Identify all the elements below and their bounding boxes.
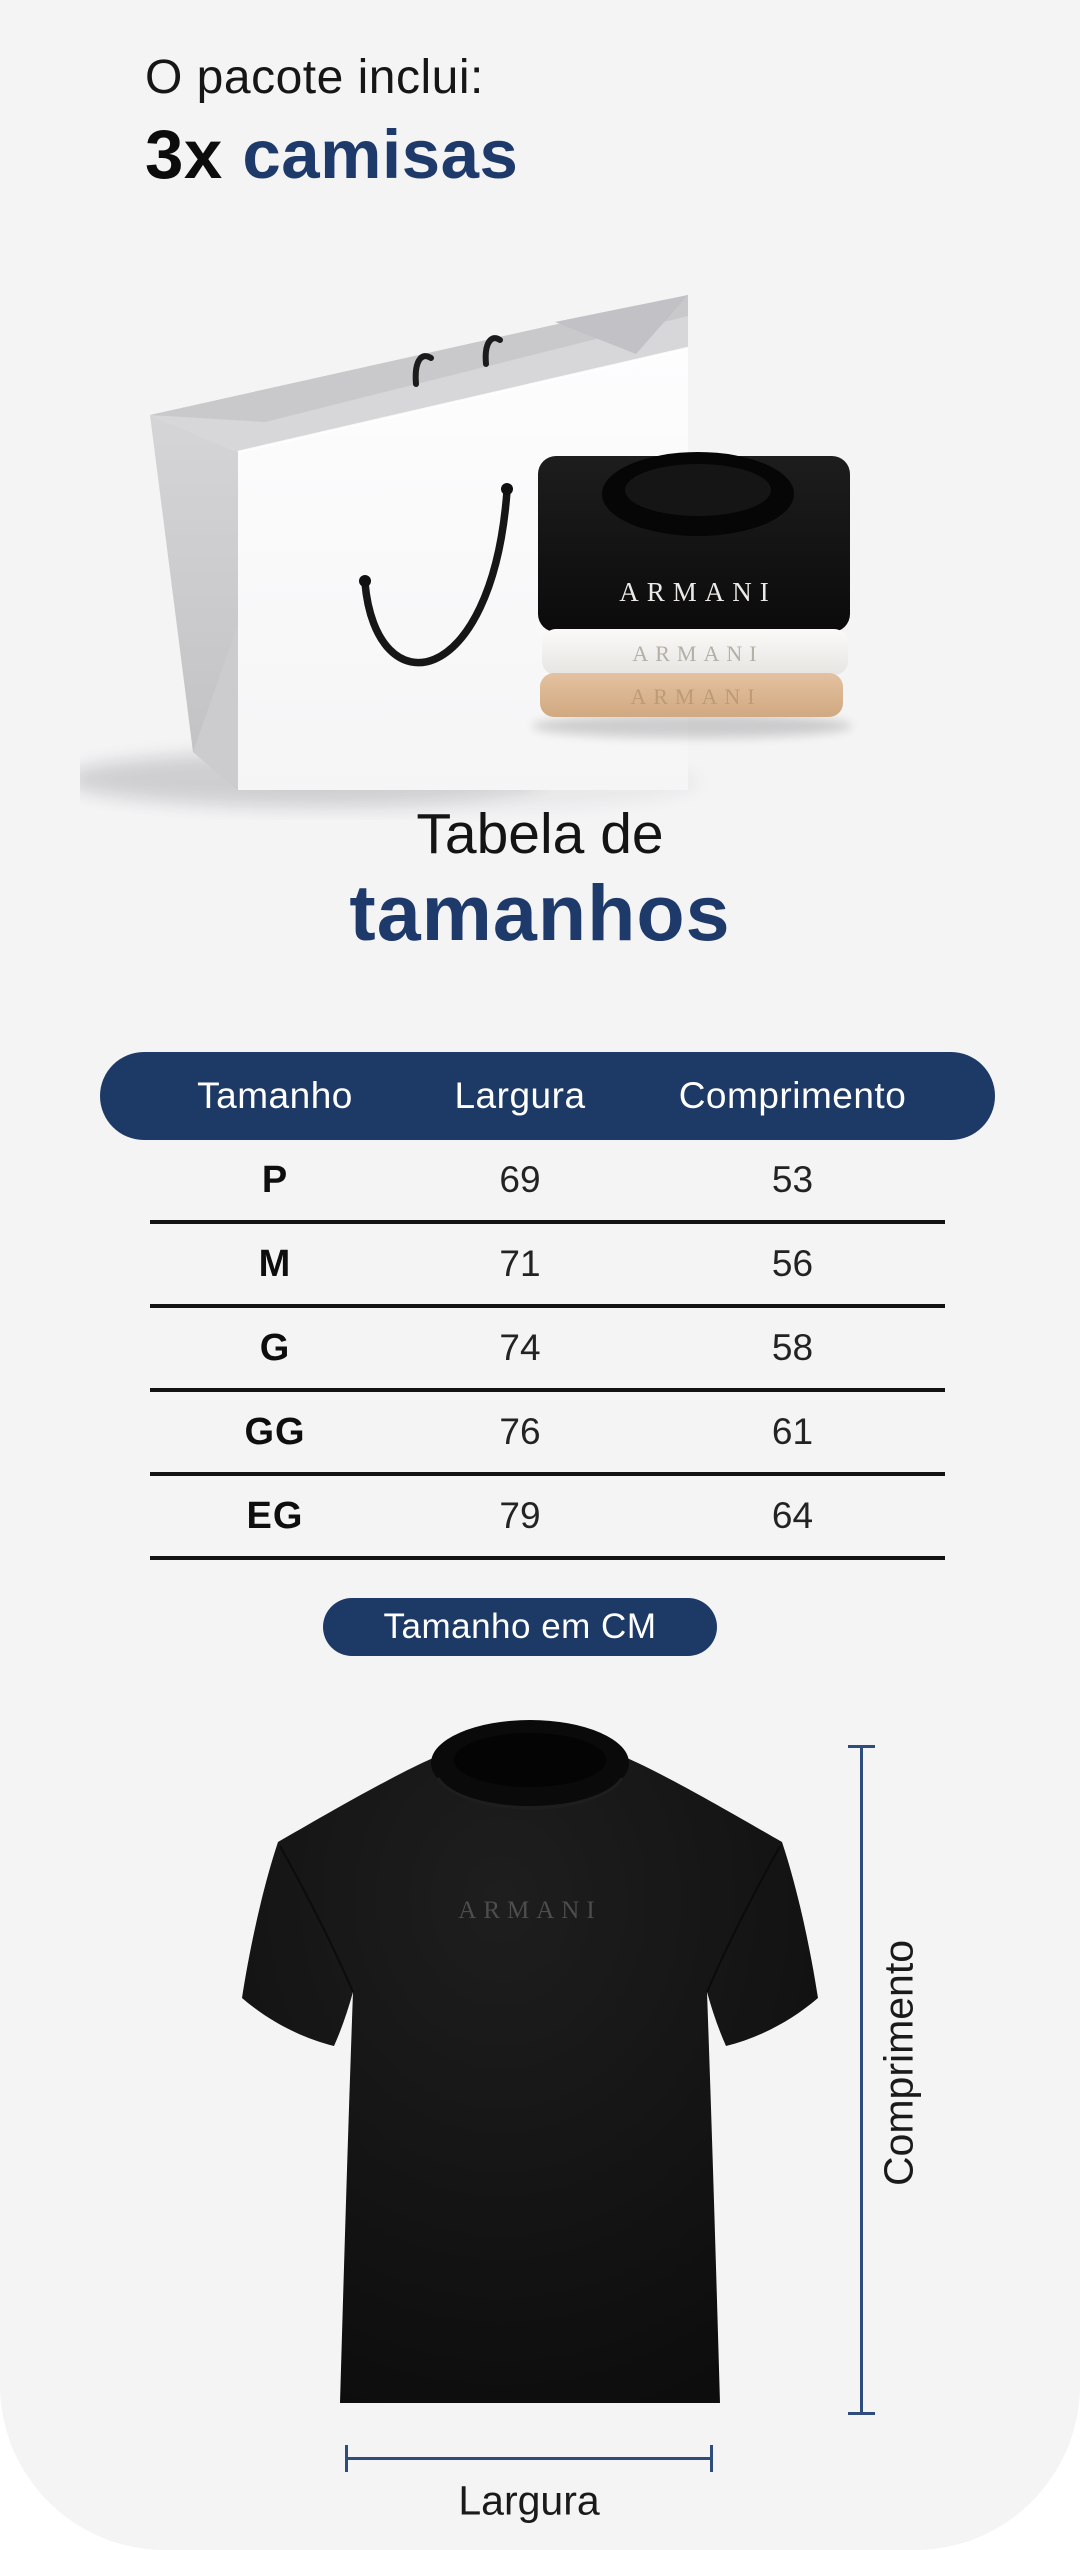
size-label: P — [261, 1158, 289, 1201]
table-row: M 71 56 — [150, 1224, 945, 1308]
armani-logo-beige-shirt: ARMANI — [630, 684, 761, 709]
largura-value: 79 — [499, 1495, 541, 1536]
folded-shirts-stack: ARMANI ARMANI ARMANI — [532, 452, 852, 738]
shirts-shadow — [532, 714, 852, 738]
column-header-comprimento: Comprimento — [678, 1075, 907, 1116]
bag-handle-back2 — [482, 335, 503, 367]
bag-handle-back — [412, 353, 434, 387]
size-label: EG — [246, 1494, 304, 1537]
length-measure-line — [860, 1745, 863, 2415]
column-header-largura: Largura — [454, 1075, 586, 1116]
size-label: G — [259, 1326, 291, 1369]
tshirt-right-seam — [706, 1845, 781, 1993]
size-unit-badge: Tamanho em CM — [323, 1598, 717, 1656]
bag-handle-knot-right — [501, 483, 513, 495]
length-measure-cap-top — [848, 1745, 875, 1748]
largura-value: 74 — [499, 1327, 541, 1368]
bag-back-fold-icon — [555, 295, 688, 354]
width-measure-cap-left — [345, 2445, 348, 2472]
largura-value: 71 — [499, 1243, 541, 1284]
width-measure-line — [345, 2457, 713, 2460]
quantity-text: 3x — [145, 116, 223, 193]
comprimento-value: 53 — [771, 1159, 814, 1200]
tshirt-left-seam — [279, 1845, 354, 1993]
black-shirt-collar-inner — [625, 464, 771, 516]
size-label: M — [258, 1242, 292, 1285]
size-table-header: Tamanho Largura Comprimento — [100, 1052, 995, 1140]
table-row: GG 76 61 — [150, 1392, 945, 1476]
hero-illustration: ARMANI ARMANI ARMANI — [80, 295, 852, 812]
size-chart-title-line1: Tabela de — [416, 802, 664, 866]
header-block: O pacote inclui: 3x camisas — [145, 50, 518, 194]
comprimento-value: 64 — [771, 1495, 814, 1536]
size-label: GG — [244, 1410, 306, 1453]
package-contents-title: 3x camisas — [145, 115, 518, 194]
armani-chest-logo: ARMANI — [458, 1897, 601, 1924]
width-measure-label: Largura — [458, 2477, 600, 2524]
comprimento-value: 58 — [771, 1327, 814, 1368]
tshirt-body — [242, 1732, 818, 2403]
size-chart-title-line2: tamanhos — [349, 867, 731, 957]
tshirt-collar-seam — [436, 1777, 624, 1810]
bag-handle-front — [361, 487, 511, 667]
size-table: P 69 53 M 71 56 G 74 58 GG 76 61 EG 79 6… — [150, 1140, 945, 1560]
folded-shirt-beige — [540, 673, 843, 717]
table-row: G 74 58 — [150, 1308, 945, 1392]
length-measure-cap-bottom — [848, 2412, 875, 2415]
tshirt-illustration: ARMANI — [242, 1720, 818, 2403]
largura-value: 69 — [499, 1159, 541, 1200]
package-includes-text: O pacote inclui: — [145, 51, 484, 104]
product-name-text: camisas — [242, 116, 519, 193]
largura-value: 76 — [499, 1411, 541, 1452]
table-row: P 69 53 — [150, 1140, 945, 1224]
comprimento-value: 56 — [771, 1243, 814, 1284]
bag-front-top-edge — [237, 346, 689, 454]
folded-shirt-white — [542, 629, 848, 675]
table-row: EG 79 64 — [150, 1476, 945, 1560]
size-chart-title: Tabela de tamanhos — [0, 803, 1080, 957]
armani-logo-black-shirt: ARMANI — [619, 577, 777, 607]
width-measure-cap-right — [710, 2445, 713, 2472]
column-header-tamanho: Tamanho — [197, 1075, 353, 1116]
length-measure-label: Comprimento — [875, 1939, 922, 2187]
tshirt-collar-inner — [454, 1733, 606, 1787]
comprimento-value: 61 — [771, 1411, 814, 1452]
bag-handle-knot-left — [359, 575, 371, 587]
bag-side-crease — [193, 624, 238, 790]
armani-logo-white-shirt: ARMANI — [632, 641, 763, 666]
